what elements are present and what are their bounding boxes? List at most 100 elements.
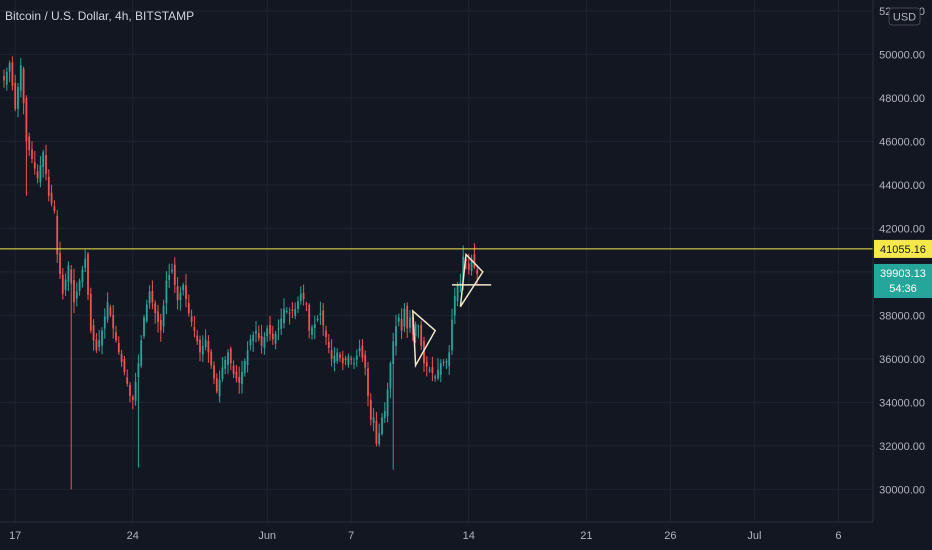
last-price-tag: 39903.13 54:36 <box>874 263 932 298</box>
candle-body <box>347 356 350 365</box>
candle <box>137 354 140 468</box>
x-tick-label: 14 <box>463 530 475 542</box>
candle <box>176 277 179 310</box>
candle <box>31 141 33 164</box>
candle <box>235 365 238 383</box>
candle-body <box>445 361 448 363</box>
candle-body <box>400 318 403 331</box>
candle <box>442 359 445 367</box>
candle-body <box>8 63 11 72</box>
candle-body <box>355 355 358 360</box>
candle <box>115 325 117 343</box>
candle <box>431 356 434 382</box>
candle-body <box>243 361 246 373</box>
candle-body <box>78 280 81 291</box>
candle <box>103 308 106 339</box>
candles <box>3 56 479 490</box>
candle-body <box>67 265 70 283</box>
candle-body <box>397 317 400 322</box>
candle-body <box>190 316 193 322</box>
candle <box>61 268 64 300</box>
candle <box>120 349 123 367</box>
time-axis[interactable]: 17 24 Jun 7 14 21 26 Jul 6 <box>0 521 873 550</box>
candle <box>313 315 316 340</box>
candle-body <box>143 317 145 337</box>
candle <box>221 357 224 382</box>
candle <box>199 335 201 362</box>
candle-body <box>266 328 269 337</box>
candle-body <box>269 324 271 334</box>
currency-button[interactable]: USD <box>888 7 921 26</box>
candle <box>246 341 249 373</box>
candle <box>277 319 280 341</box>
candle <box>229 346 232 371</box>
candle <box>249 334 252 351</box>
candle-body <box>353 363 355 365</box>
candle-body <box>112 314 115 329</box>
candle <box>162 299 165 334</box>
candle-body <box>375 420 378 444</box>
candle <box>84 249 87 273</box>
candle <box>425 356 428 377</box>
candle-body <box>25 98 28 142</box>
candle <box>171 263 173 275</box>
candle-body <box>53 206 56 211</box>
candle-body <box>218 379 221 397</box>
candle <box>283 298 285 329</box>
candle <box>386 382 389 423</box>
time-axis-background <box>0 522 873 550</box>
candle-body <box>193 327 196 331</box>
candle-body <box>232 365 235 375</box>
candle-body <box>171 269 173 272</box>
candle-body <box>358 348 361 352</box>
candle <box>179 286 182 311</box>
candle <box>311 324 313 340</box>
candle-body <box>168 275 171 281</box>
candle <box>36 164 39 184</box>
candle <box>445 358 448 370</box>
candle-body <box>339 354 341 358</box>
candle <box>358 339 361 357</box>
candle-body <box>350 358 353 360</box>
level-price-tag: 41055.16 <box>874 239 932 258</box>
candle-body <box>221 367 224 379</box>
candle-body <box>165 280 168 304</box>
candle-body <box>140 340 143 366</box>
candle-body <box>182 284 185 291</box>
candle-body <box>179 292 182 301</box>
candle-body <box>126 377 129 384</box>
candle-body <box>383 411 386 419</box>
candle-body <box>361 345 364 358</box>
candle <box>316 315 319 322</box>
candle <box>241 360 243 394</box>
candle <box>196 330 199 346</box>
candle <box>53 200 56 214</box>
grid-lines <box>0 0 873 522</box>
candle <box>389 361 392 399</box>
candle <box>266 325 269 342</box>
candle <box>173 257 176 294</box>
candle-body <box>36 171 39 179</box>
candle <box>213 361 215 385</box>
candle <box>25 95 28 196</box>
candle <box>381 413 383 436</box>
candle-body <box>283 308 285 324</box>
y-tick-label: 42000.00 <box>879 223 925 235</box>
candle-body <box>305 303 308 305</box>
candle-body <box>224 359 227 369</box>
candle-body <box>59 252 61 275</box>
candle-body <box>215 378 218 392</box>
candle-body <box>263 337 266 348</box>
candle <box>129 382 131 403</box>
candle <box>353 357 355 370</box>
candle-body <box>92 325 95 341</box>
candle <box>187 294 190 317</box>
candle <box>367 362 369 407</box>
candle <box>392 332 395 470</box>
candle-body <box>395 326 397 347</box>
candle-body <box>115 332 117 341</box>
candle-body <box>56 215 59 255</box>
trendline-drawings <box>411 252 492 369</box>
